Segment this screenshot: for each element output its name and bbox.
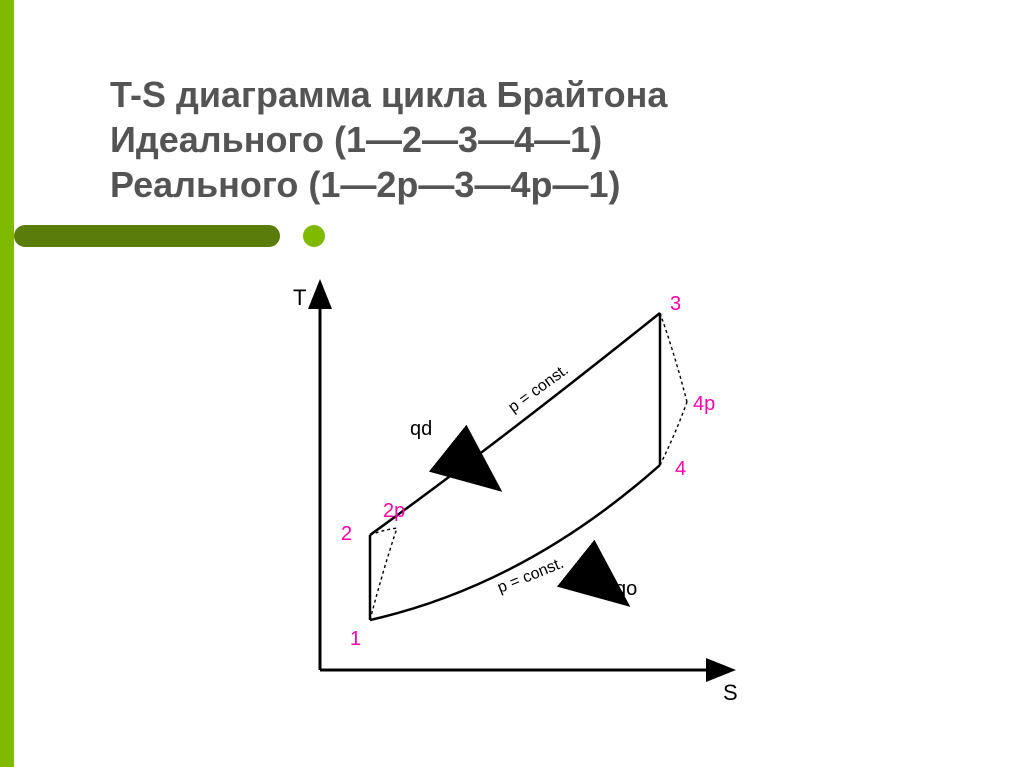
dash-4-4p: [660, 402, 687, 465]
point-2-label: 2: [341, 523, 352, 545]
qd-label: qd: [410, 418, 432, 440]
accent-bar: [14, 225, 280, 247]
x-axis-label: S: [723, 680, 738, 705]
title-line-1: T-S диаграмма цикла Брайтона: [110, 74, 667, 115]
qo-label: qo: [615, 578, 637, 600]
left-border: [0, 0, 14, 767]
point-2p-label: 2р: [383, 500, 405, 522]
point-3-label: 3: [670, 293, 681, 315]
title-line-2: Идеального (1—2—3—4—1): [110, 119, 602, 160]
point-4p-label: 4р: [693, 393, 715, 415]
point-4-label: 4: [675, 458, 686, 480]
qo-arrow: [578, 565, 603, 585]
accent-dot: [303, 225, 325, 247]
point-1-label: 1: [350, 628, 361, 650]
y-axis-label: T: [293, 285, 306, 310]
title-line-3: Реального (1—2р—3—4р—1): [110, 164, 620, 205]
dash-1-2p: [370, 528, 397, 620]
ts-diagram: T S 1 2 2р 3 4 4р qd qo p = const.: [275, 275, 775, 715]
diagram-svg: T S 1 2 2р 3 4 4р qd qo p = const.: [275, 275, 775, 715]
p-const-lower: p = const.: [495, 555, 566, 597]
slide-title: T-S диаграмма цикла Брайтона Идеального …: [110, 72, 910, 207]
dash-3-4p: [660, 313, 687, 402]
